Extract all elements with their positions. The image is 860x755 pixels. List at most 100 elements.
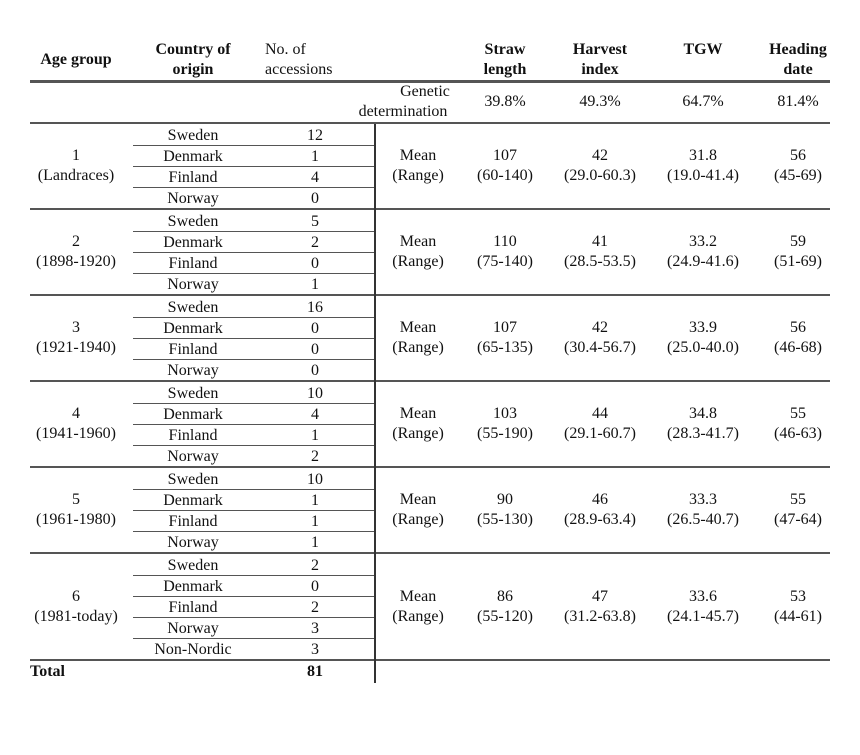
header-trait-label: Straw: [484, 41, 526, 58]
mean-value: 90: [497, 491, 513, 508]
accession-count: 10: [307, 470, 323, 488]
mean-label: Mean: [399, 405, 437, 422]
mean-value: 59: [790, 233, 806, 250]
accession-count: 1: [311, 275, 319, 293]
range-label: (Range): [392, 511, 444, 528]
range-value: (28.5-53.5): [564, 253, 636, 270]
country-row-divider: [133, 575, 375, 576]
header-accessions-line2: accessions: [265, 61, 333, 78]
mean-label: Mean: [399, 587, 437, 605]
group-rule: [30, 466, 830, 468]
accession-count: 2: [311, 556, 319, 574]
header-country-line2: origin: [172, 61, 214, 78]
country-row-divider: [133, 359, 375, 360]
accession-count: 1: [311, 533, 319, 551]
accession-count: 0: [311, 340, 319, 358]
country-name: Norway: [167, 275, 219, 293]
age-group-number: 5: [72, 491, 80, 508]
range-value: (30.4-56.7): [564, 339, 636, 356]
header-country-line1: Country of: [155, 41, 231, 58]
country-row-divider: [133, 338, 375, 339]
mean-value: 33.6: [689, 587, 717, 605]
range-value: (28.3-41.7): [667, 425, 739, 442]
country-row-divider: [133, 638, 375, 639]
mean-value: 33.3: [689, 491, 717, 508]
header-rule: [30, 80, 830, 83]
country-name: Sweden: [167, 298, 219, 316]
accession-count: 1: [311, 426, 319, 444]
country-row-divider: [133, 617, 375, 618]
accession-count: 2: [311, 233, 319, 251]
range-value: (24.9-41.6): [667, 253, 739, 270]
accession-count: 5: [311, 212, 319, 230]
header-trait-label: length: [483, 61, 527, 78]
country-name: Non-Nordic: [154, 640, 232, 658]
country-row-divider: [133, 403, 375, 404]
country-name: Sweden: [167, 212, 219, 230]
mean-value: 41: [592, 233, 608, 250]
accession-count: 12: [307, 126, 323, 144]
range-label: (Range): [392, 253, 444, 270]
country-row-divider: [133, 445, 375, 446]
country-name: Denmark: [163, 233, 223, 251]
age-group-number: 6: [72, 587, 80, 605]
country-row-divider: [133, 317, 375, 318]
range-value: (47-64): [774, 511, 822, 528]
country-name: Finland: [168, 254, 218, 272]
range-value: (55-190): [477, 425, 533, 442]
genetic-value: 81.4%: [777, 93, 819, 110]
accession-count: 4: [311, 168, 319, 186]
age-group-period: (1898-1920): [36, 253, 116, 270]
mean-value: 33.2: [689, 233, 717, 250]
country-name: Denmark: [163, 147, 223, 165]
age-group-number: 1: [72, 147, 80, 164]
group-rule: [30, 552, 830, 554]
mean-value: 56: [790, 147, 806, 164]
range-label: (Range): [392, 167, 444, 184]
header-age-group: Age group: [40, 51, 112, 68]
mean-label: Mean: [399, 319, 437, 336]
country-name: Finland: [168, 426, 218, 444]
accession-count: 0: [311, 577, 319, 595]
group-rule: [30, 122, 830, 124]
header-trait-label: Heading: [769, 41, 827, 58]
accession-count: 3: [311, 619, 319, 637]
range-value: (25.0-40.0): [667, 339, 739, 356]
range-label: (Range): [392, 607, 444, 625]
range-value: (19.0-41.4): [667, 167, 739, 184]
genetic-label-line2: determination: [358, 103, 448, 120]
accession-count: 1: [311, 147, 319, 165]
accession-count: 1: [311, 491, 319, 509]
range-value: (44-61): [774, 607, 822, 625]
header-trait-label: date: [783, 61, 813, 78]
range-value: (45-69): [774, 167, 822, 184]
group-rule: [30, 294, 830, 296]
country-name: Finland: [168, 168, 218, 186]
country-row-divider: [133, 145, 375, 146]
range-value: (75-140): [477, 253, 533, 270]
mean-value: 31.8: [689, 147, 717, 164]
country-row-divider: [133, 187, 375, 188]
country-name: Finland: [168, 340, 218, 358]
range-value: (28.9-63.4): [564, 511, 636, 528]
accession-count: 1: [311, 512, 319, 530]
range-value: (60-140): [477, 167, 533, 184]
country-name: Sweden: [167, 126, 219, 144]
range-value: (65-135): [477, 339, 533, 356]
age-group-number: 4: [72, 405, 80, 422]
mean-value: 33.9: [689, 319, 717, 336]
accession-count: 0: [311, 361, 319, 379]
mean-value: 56: [790, 319, 806, 336]
country-name: Sweden: [167, 470, 219, 488]
country-row-divider: [133, 510, 375, 511]
mean-value: 44: [592, 405, 608, 422]
mean-value: 46: [592, 491, 608, 508]
group-rule: [30, 659, 830, 661]
accession-count: 4: [311, 405, 319, 423]
country-row-divider: [133, 424, 375, 425]
mean-label: Mean: [399, 147, 437, 164]
range-value: (55-120): [477, 607, 533, 625]
accession-count: 0: [311, 319, 319, 337]
country-name: Denmark: [163, 319, 223, 337]
